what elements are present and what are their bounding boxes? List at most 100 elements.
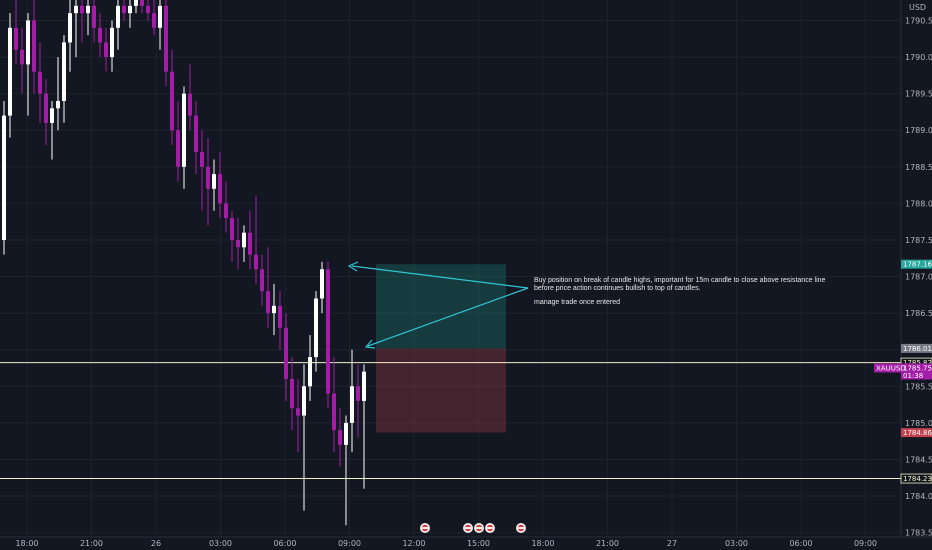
candle xyxy=(278,291,282,350)
event-flag-icon[interactable] xyxy=(485,523,495,533)
candle-body xyxy=(104,42,108,58)
stop-loss-tag-text: 1784.867 xyxy=(903,429,932,437)
candle xyxy=(326,261,330,409)
grid xyxy=(0,0,901,537)
candle-body xyxy=(266,291,270,314)
candle-body xyxy=(110,27,114,58)
time-tick-label: 06:00 xyxy=(789,539,812,548)
candle xyxy=(350,349,354,453)
candle xyxy=(200,130,204,211)
time-tick-label: 26 xyxy=(151,539,161,548)
candle-body xyxy=(320,269,324,299)
candle xyxy=(314,291,318,372)
candle xyxy=(260,254,264,306)
candle-body xyxy=(128,5,132,14)
time-tick-label: 18:00 xyxy=(531,539,554,548)
candle-body xyxy=(344,422,348,445)
price-tick-label: 1788.000 xyxy=(905,199,932,208)
candle-body xyxy=(122,5,126,14)
candle-body xyxy=(272,305,276,314)
candle xyxy=(140,0,144,14)
candle xyxy=(356,364,360,438)
candle xyxy=(272,283,276,336)
time-tick-label: 09:00 xyxy=(338,539,361,548)
candle xyxy=(2,100,6,255)
time-tick-label: 21:00 xyxy=(596,539,619,548)
candle xyxy=(80,0,84,43)
candle-body xyxy=(74,5,78,14)
symbol-tag xyxy=(874,363,901,373)
price-tick-label: 1784.000 xyxy=(905,492,932,501)
candle-body xyxy=(302,386,306,416)
price-tick-label: 1788.500 xyxy=(905,163,932,172)
price-tags: 1787.169 1786.018 1785.824 1785.750 01:3… xyxy=(874,259,932,484)
event-flag-icon[interactable] xyxy=(420,523,430,533)
candle xyxy=(38,42,42,123)
time-tick-label: 06:00 xyxy=(273,539,296,548)
event-flag-icon[interactable] xyxy=(474,523,484,533)
candle xyxy=(26,13,30,116)
candle-body xyxy=(14,27,18,50)
candle-body xyxy=(50,108,54,123)
candle-body xyxy=(284,327,288,379)
time-tick-label: 03:00 xyxy=(725,539,748,548)
horizontal-levels xyxy=(0,362,901,480)
event-flag-icon[interactable] xyxy=(516,523,526,533)
candle-body xyxy=(98,27,102,43)
candle-body xyxy=(206,166,210,189)
time-axis[interactable]: 18:00 21:00 26 03:00 06:00 09:00 12:00 15:00 18:… xyxy=(15,539,877,548)
event-flag-icon[interactable] xyxy=(463,523,473,533)
long-position-tool[interactable] xyxy=(376,264,506,433)
candle-body xyxy=(248,232,252,255)
candle-body xyxy=(68,13,72,43)
candle-body xyxy=(32,20,36,72)
candle xyxy=(338,408,342,467)
annotation-line-3: manage trade once entered xyxy=(534,299,620,306)
candle xyxy=(110,20,114,72)
candle-body xyxy=(80,5,84,14)
candle xyxy=(212,159,216,211)
candle-body xyxy=(362,371,366,401)
symbol-tag-text: XAUUSD xyxy=(876,364,906,372)
candle-body xyxy=(116,5,120,28)
candle-body xyxy=(92,5,96,28)
stop-loss-zone[interactable] xyxy=(376,348,506,433)
time-tick-label: 21:00 xyxy=(80,539,103,548)
time-tick-label: 12:00 xyxy=(402,539,425,548)
candle-body xyxy=(158,5,162,28)
candle xyxy=(218,152,222,219)
candle-body xyxy=(218,174,222,204)
candle-body xyxy=(2,115,6,240)
arrow-head-upper xyxy=(347,261,359,272)
time-tick-label: 18:00 xyxy=(15,539,38,548)
candle xyxy=(92,0,96,43)
candle-body xyxy=(260,269,264,292)
candle xyxy=(128,0,132,28)
price-tick-label: 1789.000 xyxy=(905,126,932,135)
candle xyxy=(134,0,138,14)
candle-body xyxy=(176,130,180,167)
time-tick-label: 27 xyxy=(667,539,677,548)
price-tick-label: 1790.000 xyxy=(905,53,932,62)
candle xyxy=(146,0,150,21)
candle-body xyxy=(146,5,150,14)
price-tick-label: 1787.000 xyxy=(905,273,932,282)
candle-body xyxy=(86,5,90,14)
candle-body xyxy=(194,115,198,153)
candle xyxy=(164,0,168,87)
price-tick-label: 1789.500 xyxy=(905,90,932,99)
candle xyxy=(8,13,12,138)
support-tag xyxy=(900,473,932,484)
event-markers[interactable] xyxy=(420,523,526,533)
candle xyxy=(50,100,54,160)
candle-body xyxy=(62,42,66,101)
resistance-tag-text: 1785.824 xyxy=(903,359,932,367)
arrow-line-upper xyxy=(351,265,529,289)
candle xyxy=(242,225,246,262)
price-axis[interactable]: 1790.500 1790.000 1789.500 1789.000 1788.500… xyxy=(905,16,932,537)
candle xyxy=(176,100,180,182)
take-profit-zone[interactable] xyxy=(376,264,506,349)
candle xyxy=(116,0,120,50)
